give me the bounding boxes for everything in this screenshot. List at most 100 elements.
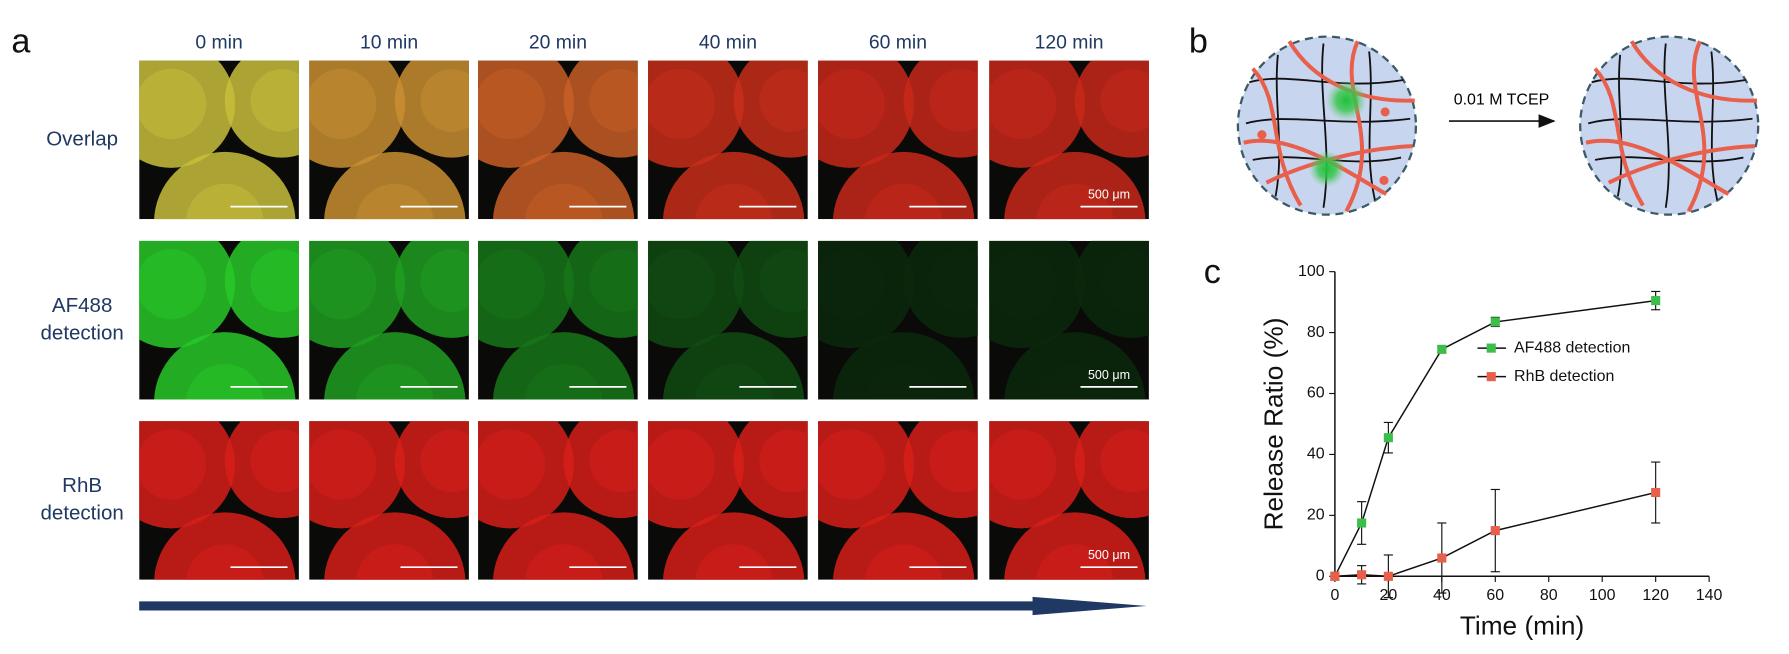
- microgel-core: [186, 183, 264, 220]
- microgel-core: [139, 68, 207, 140]
- microgel-core: [420, 249, 469, 313]
- marker: [1383, 571, 1393, 581]
- schematic-before: [1236, 35, 1418, 216]
- micrograph: [648, 60, 808, 220]
- microgel-core: [309, 429, 377, 500]
- micrograph: [309, 240, 469, 400]
- marker: [1330, 571, 1340, 581]
- microgel-core: [759, 69, 808, 132]
- series-line: [1334, 299, 1656, 577]
- micrograph: [139, 240, 299, 400]
- micrograph: [139, 421, 299, 580]
- microgel-core: [694, 183, 773, 220]
- microgel-core: [648, 68, 716, 140]
- micrograph: [818, 60, 978, 220]
- scale-bar-label: 500 μm: [1088, 188, 1130, 202]
- row-label: RhB: [62, 474, 102, 497]
- microgel-core: [589, 249, 638, 313]
- column-header: 120 min: [1035, 32, 1104, 54]
- marker: [1651, 487, 1661, 498]
- microgel-core: [589, 429, 638, 493]
- y-axis-label: Release Ratio (%): [1259, 318, 1289, 531]
- marker: [1437, 553, 1447, 563]
- panel-label: c: [1204, 253, 1221, 291]
- panel-label: a: [11, 23, 31, 61]
- microgel-core: [929, 249, 978, 313]
- microgel-core: [989, 249, 1057, 320]
- microgel-core: [139, 249, 207, 320]
- microgel-core: [356, 363, 434, 400]
- x-tick-label: 80: [1540, 587, 1558, 604]
- micrograph: [139, 60, 299, 220]
- x-tick-label: 100: [1589, 587, 1616, 604]
- microgel: [154, 512, 296, 580]
- legend-label: RhB detection: [1514, 368, 1614, 385]
- schematic-after: [1579, 35, 1760, 216]
- column-header: 60 min: [869, 32, 927, 54]
- microgel-core: [309, 68, 377, 140]
- microgel-core: [524, 363, 603, 400]
- time-arrow: [139, 596, 1147, 616]
- microgel-core: [139, 429, 207, 500]
- microgel: [324, 512, 466, 580]
- microgel-core: [989, 68, 1057, 140]
- microgel-core: [1100, 429, 1149, 493]
- microgel-core: [864, 183, 943, 220]
- row-label: Overlap: [46, 127, 118, 150]
- microgel-core: [186, 544, 264, 580]
- microgel-core: [478, 249, 546, 320]
- column-header: 40 min: [699, 32, 757, 54]
- micrograph: [818, 240, 978, 400]
- column-header: 10 min: [360, 32, 418, 54]
- micrograph: [309, 60, 469, 220]
- row-label: AF488: [52, 294, 112, 317]
- legend-label: AF488 detection: [1514, 339, 1630, 356]
- marker: [1437, 344, 1447, 354]
- microgel-core: [818, 429, 886, 500]
- microgel-core: [929, 69, 978, 132]
- x-tick-label: 40: [1433, 587, 1451, 604]
- microgel-core: [929, 429, 978, 493]
- microgel: [492, 512, 635, 580]
- marker: [1490, 526, 1500, 536]
- scale-bar-label: 500 μm: [1088, 548, 1130, 562]
- microgel-core: [524, 183, 603, 220]
- legend-marker: [1486, 372, 1496, 382]
- row-label: detection: [41, 502, 124, 525]
- microgel: [662, 512, 805, 580]
- micrograph: [309, 421, 469, 580]
- marker: [1490, 317, 1500, 327]
- microgel-core: [864, 363, 943, 400]
- microgel: [1004, 512, 1146, 580]
- microgel-core: [648, 249, 716, 320]
- y-tick-label: 60: [1307, 385, 1325, 402]
- column-header: 20 min: [529, 32, 587, 54]
- microgel-core: [356, 183, 434, 220]
- microgel-core: [420, 69, 469, 132]
- micrograph-grid: 500 μm 500 μm 500 μm: [139, 60, 1149, 580]
- y-tick-label: 100: [1298, 263, 1325, 280]
- micrograph: [478, 60, 638, 220]
- y-tick-label: 0: [1316, 568, 1325, 585]
- microgel-core: [250, 249, 299, 313]
- x-tick-label: 120: [1642, 587, 1669, 604]
- microgel-core: [1036, 183, 1114, 220]
- micrograph: 500 μm: [989, 60, 1149, 220]
- microgel-core: [818, 249, 886, 320]
- microgel-core: [309, 249, 377, 320]
- microgel-core: [818, 68, 886, 140]
- scale-bar-label: 500 μm: [1088, 368, 1130, 382]
- micrograph: 500 μm: [989, 240, 1149, 400]
- micrograph: 500 μm: [989, 421, 1149, 580]
- microgel-core: [250, 429, 299, 493]
- microgel-core: [1100, 69, 1149, 132]
- marker: [1357, 570, 1367, 580]
- legend-marker: [1486, 343, 1496, 353]
- micrograph: [648, 240, 808, 400]
- microgel-core: [186, 363, 264, 400]
- microgel-core: [1036, 363, 1114, 400]
- micrograph: [818, 421, 978, 580]
- microgel: [832, 512, 975, 580]
